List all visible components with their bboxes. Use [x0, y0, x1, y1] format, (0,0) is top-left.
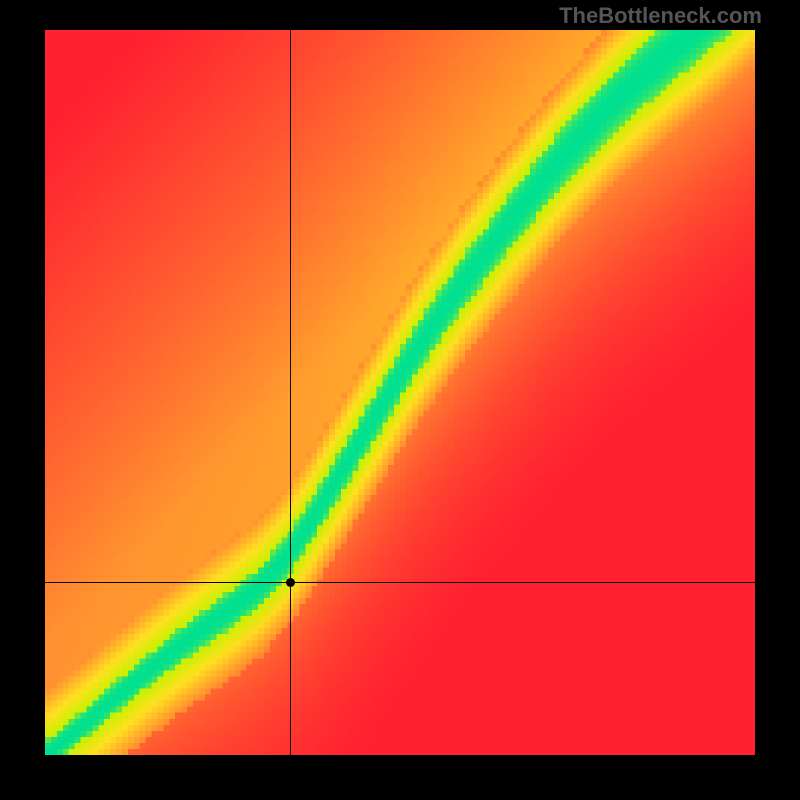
crosshair-horizontal [45, 582, 755, 583]
watermark-text: TheBottleneck.com [559, 3, 762, 29]
bottleneck-heatmap [45, 30, 755, 755]
crosshair-vertical [290, 30, 291, 755]
chart-container: TheBottleneck.com [0, 0, 800, 800]
